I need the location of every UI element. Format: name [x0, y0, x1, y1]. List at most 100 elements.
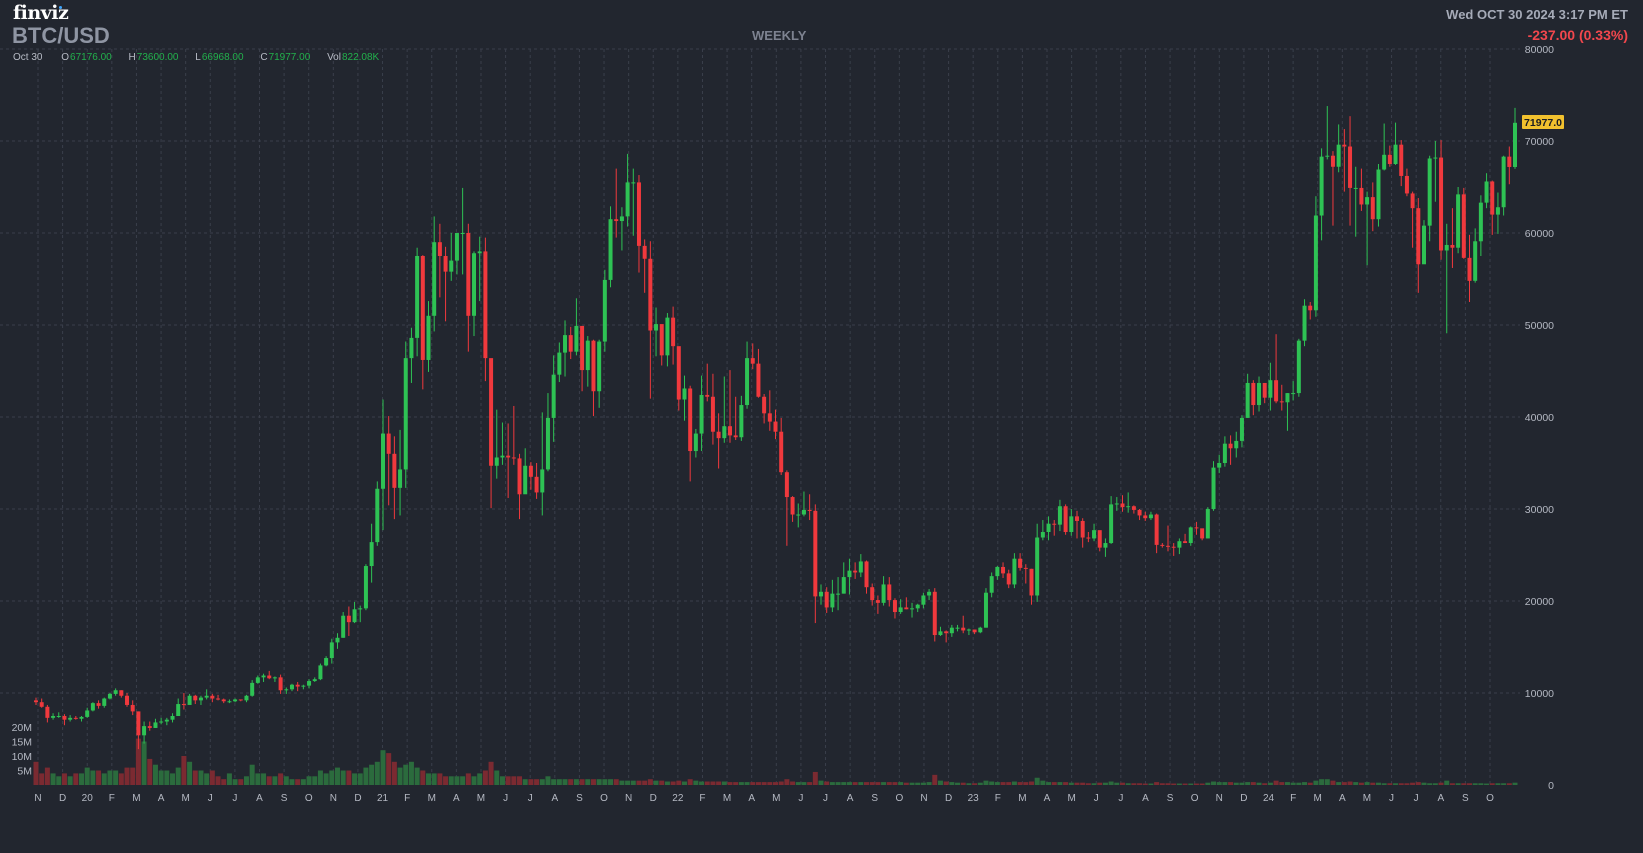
- volume-bar: [1131, 783, 1137, 785]
- candle-body: [1501, 156, 1506, 208]
- volume-bar: [1154, 782, 1160, 785]
- volume-bar: [1438, 782, 1444, 785]
- candle-body: [90, 703, 95, 711]
- x-tick-label: O: [1486, 793, 1494, 804]
- candle-body: [938, 631, 943, 636]
- volume-bar: [363, 767, 369, 785]
- candle-body: [494, 457, 499, 466]
- volume-bar: [966, 783, 972, 785]
- volume-bar: [693, 780, 699, 785]
- candle-body: [619, 216, 624, 222]
- volume-bar: [937, 780, 943, 785]
- volume-bar: [812, 771, 818, 785]
- candle-body: [147, 726, 152, 728]
- candle-body: [1456, 194, 1461, 248]
- candle-body: [864, 561, 869, 588]
- volume-axis: 5M 10M 15M 20M: [12, 722, 32, 778]
- volume-bar: [1017, 782, 1023, 785]
- candle-body: [1473, 241, 1478, 281]
- volume-bar: [50, 773, 56, 785]
- volume-bar: [710, 781, 716, 785]
- volume-bar: [226, 773, 232, 785]
- volume-bar: [426, 773, 432, 785]
- x-tick-label: N: [920, 793, 927, 804]
- volume-bar: [983, 780, 989, 785]
- volume-bar: [625, 780, 631, 785]
- x-tick-label: D: [354, 793, 361, 804]
- volume-bar: [932, 774, 938, 785]
- x-axis: N D 20 F M A M J J A S O N D 21 F M A M J J A S O N D 22 F M A M J J A S O N…: [34, 793, 1494, 804]
- volume-bar: [1461, 783, 1467, 785]
- volume-bar: [1211, 781, 1217, 785]
- volume-bar: [1302, 782, 1308, 785]
- x-tick-label: M: [132, 793, 140, 804]
- candle-body: [1296, 340, 1301, 394]
- volume-bar: [664, 781, 670, 785]
- volume-bar: [608, 779, 614, 785]
- volume-bar: [1267, 782, 1273, 785]
- volume-bar: [1279, 782, 1285, 785]
- candle-body: [1103, 543, 1108, 548]
- candle-body: [858, 561, 863, 573]
- x-tick-label: A: [551, 793, 558, 804]
- candle-body: [1086, 537, 1091, 539]
- volume-bar: [460, 776, 466, 785]
- volume-bar: [1415, 782, 1421, 785]
- volume-bar: [397, 767, 403, 785]
- volume-bar: [1319, 779, 1325, 785]
- candle-body: [1012, 558, 1017, 585]
- candle-body: [1148, 514, 1153, 519]
- volume-bar: [443, 776, 449, 785]
- candle-body: [409, 337, 414, 359]
- candle-body: [324, 658, 329, 666]
- candle-body: [790, 497, 795, 515]
- volume-bar: [494, 770, 500, 785]
- volume-bar: [1233, 782, 1239, 785]
- candle-body: [733, 435, 738, 438]
- volume-bar: [636, 780, 642, 785]
- x-tick-label: J: [798, 793, 803, 804]
- x-tick-label: J: [528, 793, 533, 804]
- candle-body: [875, 600, 880, 603]
- volume-bar: [266, 776, 272, 785]
- candle-body: [961, 627, 966, 631]
- candle-body: [836, 593, 841, 595]
- volume-bar: [448, 776, 454, 785]
- volume-bar: [198, 770, 204, 785]
- candle-body: [96, 703, 101, 706]
- candle-body: [1154, 514, 1159, 545]
- volume-bar: [505, 776, 511, 785]
- volume-bar: [1404, 783, 1410, 785]
- candle-body: [1092, 530, 1097, 539]
- volume-tick-label: 20M: [12, 722, 32, 734]
- volume-bar: [943, 781, 949, 785]
- volume-bar: [898, 782, 904, 785]
- finviz-logo[interactable]: finviz: [13, 2, 69, 24]
- volume-bar: [790, 781, 796, 785]
- candle-body: [1257, 382, 1262, 406]
- volume-bar: [431, 773, 437, 785]
- volume-bar: [670, 781, 676, 785]
- candle-body: [489, 358, 494, 466]
- volume-bar: [386, 753, 392, 785]
- volume-bar: [1381, 783, 1387, 785]
- candles: [34, 106, 1517, 750]
- y-tick-label: 30000: [1525, 504, 1554, 516]
- open-value: 67176.00: [70, 52, 112, 63]
- volume-bar: [124, 767, 130, 785]
- volume-bar: [1307, 782, 1313, 785]
- candle-body: [233, 699, 238, 702]
- volume-bar: [1370, 782, 1376, 785]
- volume-bar: [39, 773, 45, 785]
- candle-body: [68, 717, 73, 720]
- volume-bar: [1364, 782, 1370, 785]
- candle-body: [136, 711, 141, 736]
- candle-body: [892, 600, 897, 613]
- candle-body: [534, 476, 539, 493]
- candle-body: [1069, 516, 1074, 532]
- volume-bar: [562, 779, 568, 785]
- candle-body: [523, 465, 528, 495]
- volume-bar: [249, 764, 255, 785]
- volume-bar: [221, 779, 227, 785]
